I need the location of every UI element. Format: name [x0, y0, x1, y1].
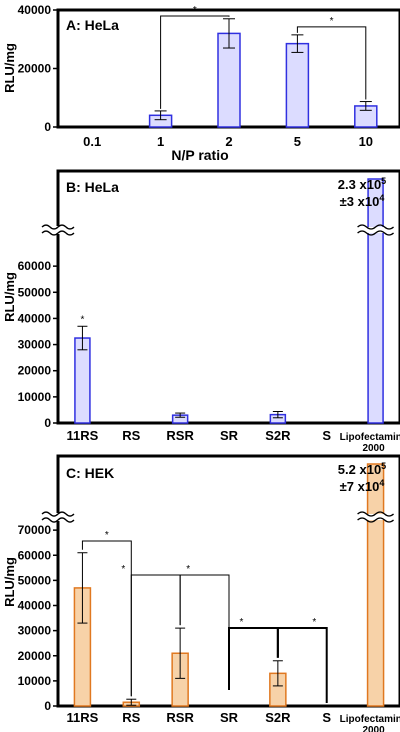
bar-lipofectamine	[367, 178, 384, 424]
bar-11rs	[74, 337, 91, 424]
x-tick-label: SR	[220, 428, 239, 443]
x-tick-label: SR	[220, 710, 239, 725]
y-tick-label: 20000	[18, 364, 52, 378]
bar-value-annotation-error: ±3 x104	[340, 193, 385, 209]
x-tick-label: 11RS	[67, 428, 99, 443]
axis-break-left	[41, 511, 75, 523]
significance-star: *	[80, 314, 84, 325]
y-tick-label: 40000	[18, 599, 52, 613]
significance-bracket: *	[121, 564, 181, 697]
x-tick-sublabel: 2000	[362, 443, 385, 454]
significance-star: *	[330, 16, 334, 27]
bar-lipofectamine	[366, 463, 385, 707]
x-tick-label: S2R	[265, 710, 291, 725]
x-tick-label: RS	[122, 428, 140, 443]
significance-star: *	[105, 530, 109, 541]
x-tick-label: 10	[359, 134, 373, 149]
significance-star: *	[239, 617, 243, 628]
y-tick-label: 30000	[18, 624, 52, 638]
x-tick-label: Lipofectamine	[340, 432, 400, 443]
x-tick-label: 5	[294, 134, 301, 149]
y-tick-label: 40000	[18, 3, 52, 17]
bar-value-annotation: 2.3 x105	[338, 176, 386, 192]
x-tick-label: 1	[157, 134, 164, 149]
y-tick-label: 40000	[18, 311, 52, 325]
x-tick-label: S	[322, 428, 331, 443]
y-tick-label: 50000	[18, 285, 52, 299]
significance-star: *	[186, 564, 190, 575]
panel-a: 0 20000 40000 0.1 1 2 5 10 A: HeLa RLU/mg N/P rati…	[2, 3, 400, 163]
bar-5	[285, 42, 310, 128]
panel-title: C: HEK	[66, 465, 114, 481]
significance-bracket: *	[160, 5, 230, 109]
x-tick-label: 11RS	[67, 710, 99, 725]
significance-bracket: *	[296, 16, 367, 100]
y-tick-label: 10000	[18, 674, 52, 688]
y-tick-label: 20000	[18, 62, 52, 76]
significance-star: *	[312, 617, 316, 628]
panel-title: A: HeLa	[66, 17, 119, 33]
x-tick-label: RS	[122, 710, 140, 725]
y-tick-label: 60000	[18, 259, 52, 273]
y-tick-label: 70000	[18, 523, 52, 537]
x-tick-label: 2	[225, 134, 232, 149]
y-tick-label: 50000	[18, 573, 52, 587]
bar-value-annotation: 5.2 x105	[338, 461, 386, 477]
x-tick-label: Lipofectamine	[340, 714, 400, 725]
y-tick-label: 30000	[18, 338, 52, 352]
bar-break	[357, 224, 395, 236]
x-tick-label: S	[322, 710, 331, 725]
bar-value-annotation-error: ±7 x104	[340, 478, 385, 494]
significance-star: *	[193, 5, 197, 16]
y-tick-label: 60000	[18, 548, 52, 562]
y-axis-label: RLU/mg	[2, 272, 17, 322]
x-tick-label: 0.1	[83, 134, 101, 149]
y-axis-label: RLU/mg	[2, 43, 17, 93]
panel-c: 0 10000 20000 30000 40000 50000 60000 70000 11RS…	[2, 454, 400, 732]
x-axis-label: N/P ratio	[171, 147, 228, 163]
x-tick-label: RSR	[166, 710, 194, 725]
y-tick-label: 0	[44, 699, 51, 713]
y-tick-label: 20000	[18, 649, 52, 663]
x-tick-sublabel: 2000	[362, 725, 385, 732]
y-axis-label: RLU/mg	[2, 557, 17, 607]
x-tick-label: S2R	[265, 428, 291, 443]
bar-break	[357, 511, 395, 523]
y-tick-label: 0	[44, 120, 51, 134]
axis-break-left	[41, 224, 75, 236]
y-tick-label: 0	[44, 416, 51, 430]
plot-frame	[56, 169, 400, 425]
x-tick-label: RSR	[166, 428, 194, 443]
significance-star: *	[121, 564, 125, 575]
y-tick-label: 10000	[18, 390, 52, 404]
significance-bracket: *	[276, 617, 328, 703]
panel-title: B: HeLa	[66, 179, 119, 195]
